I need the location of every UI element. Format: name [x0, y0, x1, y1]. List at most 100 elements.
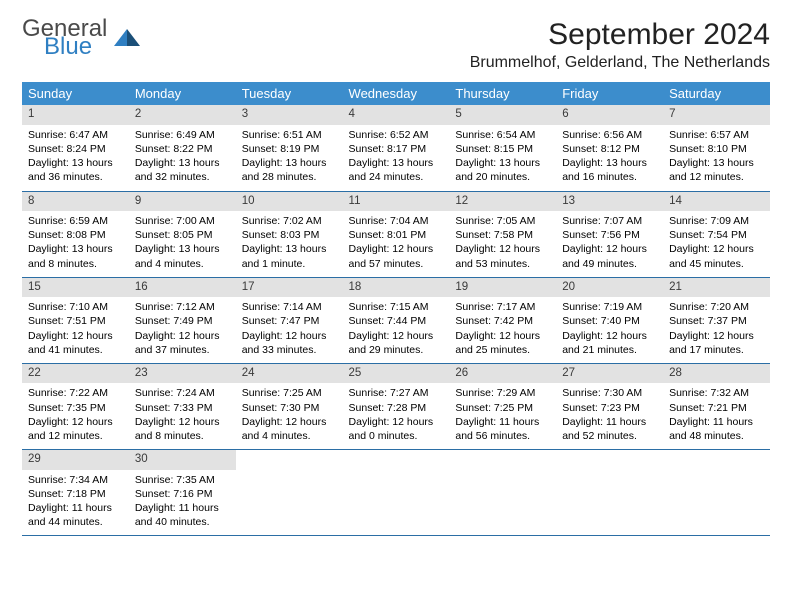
- calendar-day-cell: 27Sunrise: 7:30 AMSunset: 7:23 PMDayligh…: [556, 363, 663, 449]
- day-number: 18: [343, 278, 450, 298]
- sunrise-text: Sunrise: 7:29 AM: [455, 386, 550, 400]
- day-info: Sunrise: 7:19 AMSunset: 7:40 PMDaylight:…: [556, 297, 663, 363]
- calendar-day-cell: 11Sunrise: 7:04 AMSunset: 8:01 PMDayligh…: [343, 191, 450, 277]
- day-info: Sunrise: 7:30 AMSunset: 7:23 PMDaylight:…: [556, 383, 663, 449]
- day-number: 19: [449, 278, 556, 298]
- calendar-day-cell: ..: [236, 450, 343, 536]
- day-info: Sunrise: 7:12 AMSunset: 7:49 PMDaylight:…: [129, 297, 236, 363]
- day-info: Sunrise: 6:52 AMSunset: 8:17 PMDaylight:…: [343, 125, 450, 191]
- calendar-day-cell: 12Sunrise: 7:05 AMSunset: 7:58 PMDayligh…: [449, 191, 556, 277]
- day-info: Sunrise: 7:02 AMSunset: 8:03 PMDaylight:…: [236, 211, 343, 277]
- sunrise-text: Sunrise: 7:14 AM: [242, 300, 337, 314]
- day-number: 2: [129, 105, 236, 125]
- day-info: Sunrise: 7:05 AMSunset: 7:58 PMDaylight:…: [449, 211, 556, 277]
- day-info: Sunrise: 7:09 AMSunset: 7:54 PMDaylight:…: [663, 211, 770, 277]
- weekday-header: Wednesday: [343, 82, 450, 105]
- day-info: Sunrise: 6:49 AMSunset: 8:22 PMDaylight:…: [129, 125, 236, 191]
- sunset-text: Sunset: 7:51 PM: [28, 314, 123, 328]
- day-number: 5: [449, 105, 556, 125]
- day-number: 17: [236, 278, 343, 298]
- day-info: Sunrise: 7:04 AMSunset: 8:01 PMDaylight:…: [343, 211, 450, 277]
- calendar-day-cell: 19Sunrise: 7:17 AMSunset: 7:42 PMDayligh…: [449, 277, 556, 363]
- daylight-text: Daylight: 12 hours and 17 minutes.: [669, 329, 764, 357]
- calendar-day-cell: ..: [663, 450, 770, 536]
- calendar-day-cell: ..: [449, 450, 556, 536]
- calendar-day-cell: 3Sunrise: 6:51 AMSunset: 8:19 PMDaylight…: [236, 105, 343, 191]
- sunrise-text: Sunrise: 7:10 AM: [28, 300, 123, 314]
- calendar-day-cell: 22Sunrise: 7:22 AMSunset: 7:35 PMDayligh…: [22, 363, 129, 449]
- daylight-text: Daylight: 12 hours and 8 minutes.: [135, 415, 230, 443]
- sunset-text: Sunset: 7:58 PM: [455, 228, 550, 242]
- daylight-text: Daylight: 12 hours and 0 minutes.: [349, 415, 444, 443]
- sunrise-text: Sunrise: 7:05 AM: [455, 214, 550, 228]
- daylight-text: Daylight: 13 hours and 28 minutes.: [242, 156, 337, 184]
- daylight-text: Daylight: 13 hours and 4 minutes.: [135, 242, 230, 270]
- daylight-text: Daylight: 11 hours and 44 minutes.: [28, 501, 123, 529]
- calendar-day-cell: 20Sunrise: 7:19 AMSunset: 7:40 PMDayligh…: [556, 277, 663, 363]
- day-number: 20: [556, 278, 663, 298]
- day-number: 13: [556, 192, 663, 212]
- daylight-text: Daylight: 11 hours and 40 minutes.: [135, 501, 230, 529]
- day-number: 21: [663, 278, 770, 298]
- daylight-text: Daylight: 13 hours and 20 minutes.: [455, 156, 550, 184]
- daylight-text: Daylight: 12 hours and 25 minutes.: [455, 329, 550, 357]
- calendar-day-cell: 4Sunrise: 6:52 AMSunset: 8:17 PMDaylight…: [343, 105, 450, 191]
- sunset-text: Sunset: 8:08 PM: [28, 228, 123, 242]
- sunset-text: Sunset: 7:23 PM: [562, 401, 657, 415]
- sunset-text: Sunset: 7:16 PM: [135, 487, 230, 501]
- calendar-day-cell: 8Sunrise: 6:59 AMSunset: 8:08 PMDaylight…: [22, 191, 129, 277]
- logo-text: General Blue: [22, 18, 107, 57]
- title-block: September 2024 Brummelhof, Gelderland, T…: [470, 18, 770, 72]
- sunrise-text: Sunrise: 7:25 AM: [242, 386, 337, 400]
- daylight-text: Daylight: 12 hours and 45 minutes.: [669, 242, 764, 270]
- daylight-text: Daylight: 12 hours and 33 minutes.: [242, 329, 337, 357]
- day-number: 26: [449, 364, 556, 384]
- month-title: September 2024: [470, 18, 770, 52]
- daylight-text: Daylight: 12 hours and 37 minutes.: [135, 329, 230, 357]
- calendar-day-cell: 14Sunrise: 7:09 AMSunset: 7:54 PMDayligh…: [663, 191, 770, 277]
- calendar-day-cell: 23Sunrise: 7:24 AMSunset: 7:33 PMDayligh…: [129, 363, 236, 449]
- sunset-text: Sunset: 7:42 PM: [455, 314, 550, 328]
- daylight-text: Daylight: 13 hours and 12 minutes.: [669, 156, 764, 184]
- day-number: 29: [22, 450, 129, 470]
- calendar-day-cell: 1Sunrise: 6:47 AMSunset: 8:24 PMDaylight…: [22, 105, 129, 191]
- day-number: 16: [129, 278, 236, 298]
- sunset-text: Sunset: 8:05 PM: [135, 228, 230, 242]
- day-number: 25: [343, 364, 450, 384]
- day-info: Sunrise: 6:59 AMSunset: 8:08 PMDaylight:…: [22, 211, 129, 277]
- day-info: Sunrise: 7:29 AMSunset: 7:25 PMDaylight:…: [449, 383, 556, 449]
- calendar-day-cell: 24Sunrise: 7:25 AMSunset: 7:30 PMDayligh…: [236, 363, 343, 449]
- day-number: 9: [129, 192, 236, 212]
- sunset-text: Sunset: 7:54 PM: [669, 228, 764, 242]
- calendar-week-row: 8Sunrise: 6:59 AMSunset: 8:08 PMDaylight…: [22, 191, 770, 277]
- day-info: Sunrise: 7:27 AMSunset: 7:28 PMDaylight:…: [343, 383, 450, 449]
- calendar-day-cell: 9 Sunrise: 7:00 AMSunset: 8:05 PMDaylight…: [129, 191, 236, 277]
- sunset-text: Sunset: 7:30 PM: [242, 401, 337, 415]
- calendar-day-cell: 18Sunrise: 7:15 AMSunset: 7:44 PMDayligh…: [343, 277, 450, 363]
- day-number: 12: [449, 192, 556, 212]
- day-number: 24: [236, 364, 343, 384]
- day-number: 15: [22, 278, 129, 298]
- daylight-text: Daylight: 12 hours and 53 minutes.: [455, 242, 550, 270]
- calendar-day-cell: 10Sunrise: 7:02 AMSunset: 8:03 PMDayligh…: [236, 191, 343, 277]
- sunset-text: Sunset: 7:47 PM: [242, 314, 337, 328]
- day-info: Sunrise: 6:57 AMSunset: 8:10 PMDaylight:…: [663, 125, 770, 191]
- day-info: Sunrise: 7:25 AMSunset: 7:30 PMDaylight:…: [236, 383, 343, 449]
- calendar-day-cell: 21Sunrise: 7:20 AMSunset: 7:37 PMDayligh…: [663, 277, 770, 363]
- sunset-text: Sunset: 8:03 PM: [242, 228, 337, 242]
- calendar-day-cell: 28Sunrise: 7:32 AMSunset: 7:21 PMDayligh…: [663, 363, 770, 449]
- sunrise-text: Sunrise: 6:56 AM: [562, 128, 657, 142]
- sunrise-text: Sunrise: 7:00 AM: [135, 214, 230, 228]
- day-number: 10: [236, 192, 343, 212]
- day-info: Sunrise: 7:15 AMSunset: 7:44 PMDaylight:…: [343, 297, 450, 363]
- sunset-text: Sunset: 7:18 PM: [28, 487, 123, 501]
- daylight-text: Daylight: 13 hours and 36 minutes.: [28, 156, 123, 184]
- sunrise-text: Sunrise: 7:35 AM: [135, 473, 230, 487]
- sunset-text: Sunset: 7:44 PM: [349, 314, 444, 328]
- calendar-day-cell: 30Sunrise: 7:35 AMSunset: 7:16 PMDayligh…: [129, 450, 236, 536]
- day-info: Sunrise: 7:32 AMSunset: 7:21 PMDaylight:…: [663, 383, 770, 449]
- calendar-day-cell: 17 Sunrise: 7:14 AMSunset: 7:47 PMDayligh…: [236, 277, 343, 363]
- day-info: Sunrise: 7:10 AMSunset: 7:51 PMDaylight:…: [22, 297, 129, 363]
- sunset-text: Sunset: 7:21 PM: [669, 401, 764, 415]
- daylight-text: Daylight: 12 hours and 12 minutes.: [28, 415, 123, 443]
